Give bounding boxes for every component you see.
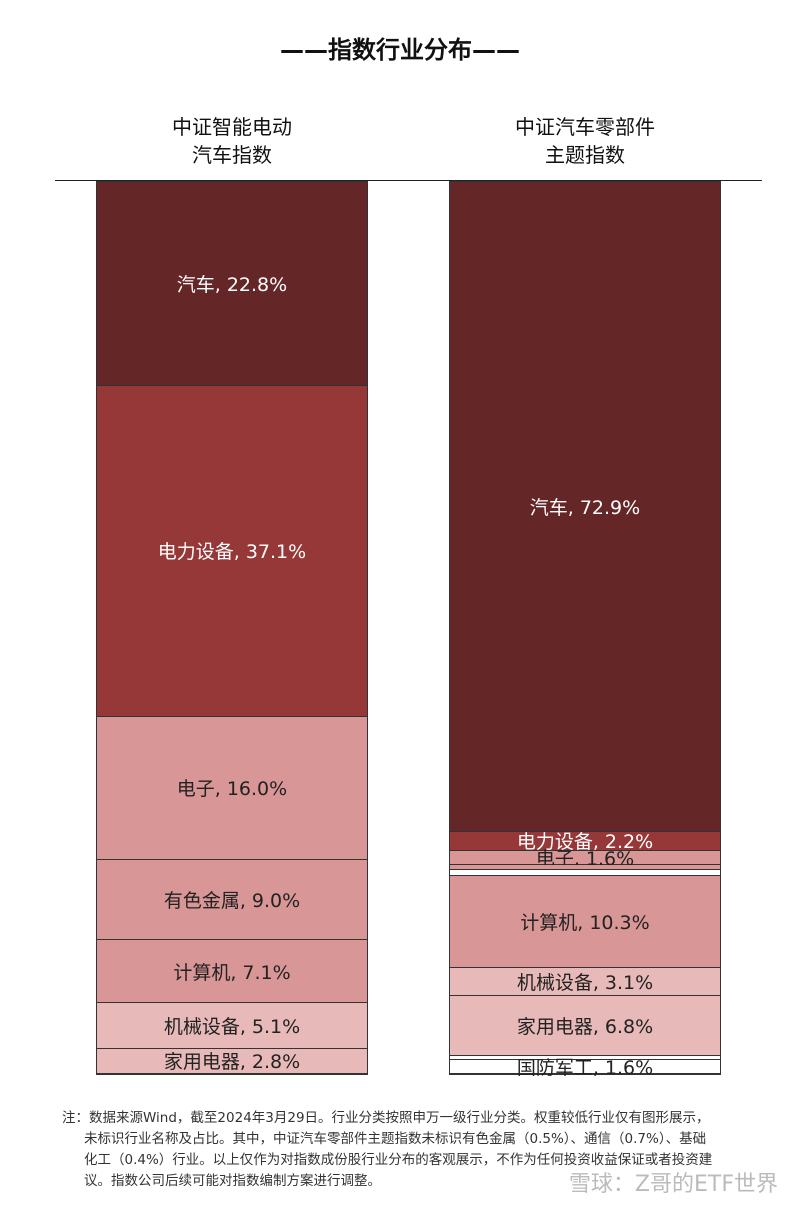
bar-title-line: 主题指数 bbox=[545, 143, 625, 167]
footnote-line: 化工（0.4%）行业。以上仅作为对指数成份股行业分布的客观展示，不作为任何投资收… bbox=[84, 1152, 713, 1168]
bar-segment-电力设备: 电力设备, 2.2% bbox=[450, 831, 720, 853]
bar-segment-电子: 电子, 1.6% bbox=[450, 848, 720, 870]
segment-label: 电子, 16.0% bbox=[176, 778, 288, 801]
bar-title-auto-parts-index: 中证汽车零部件 主题指数 bbox=[449, 113, 721, 169]
bar-segment-家用电器: 家用电器, 6.8% bbox=[450, 995, 720, 1057]
bar-segment-通信 bbox=[450, 869, 720, 877]
bar-title-line: 中证智能电动 bbox=[172, 115, 292, 139]
bar-title-line: 中证汽车零部件 bbox=[515, 115, 655, 139]
segment-label: 计算机, 7.1% bbox=[173, 961, 291, 984]
bar-segment-机械设备: 机械设备, 5.1% bbox=[97, 1003, 367, 1049]
bar-title-line: 汽车指数 bbox=[192, 143, 272, 167]
segment-label: 有色金属, 9.0% bbox=[163, 889, 301, 912]
segment-label: 计算机, 10.3% bbox=[520, 912, 650, 935]
bar-title-ev-index: 中证智能电动 汽车指数 bbox=[96, 113, 368, 169]
bar-segment-电力设备: 电力设备, 37.1% bbox=[97, 385, 367, 717]
bar-segment-电子: 电子, 16.0% bbox=[97, 716, 367, 860]
segment-label: 家用电器, 2.8% bbox=[163, 1051, 301, 1074]
bar-segment-有色金属: 有色金属, 9.0% bbox=[97, 859, 367, 941]
baseline-rule bbox=[55, 180, 762, 181]
segment-label: 机械设备, 3.1% bbox=[516, 971, 654, 994]
segment-label: 家用电器, 6.8% bbox=[516, 1015, 654, 1038]
bar-segment-国防军工: 国防军工, 1.6% bbox=[450, 1057, 720, 1079]
segment-label: 电力设备, 37.1% bbox=[157, 541, 307, 564]
segment-label: 国防军工, 1.6% bbox=[516, 1056, 654, 1079]
bar-segment-有色金属 bbox=[450, 865, 720, 870]
segment-label: 电力设备, 2.2% bbox=[516, 831, 654, 854]
footnote-line: 注：数据来源Wind，截至2024年3月29日。行业分类按照申万一级行业分类。权… bbox=[62, 1110, 710, 1126]
segment-label: 汽车, 72.9% bbox=[529, 496, 641, 519]
watermark: 雪球：Z哥的ETF世界 bbox=[568, 1172, 778, 1197]
footnote-line: 议。指数公司后续可能对指数编制方案进行调整。 bbox=[84, 1173, 381, 1189]
stacked-bar-ev-index: 汽车, 22.8% 电力设备, 37.1% 电子, 16.0% 有色金属, 9.0% 计… bbox=[96, 181, 368, 1075]
page-title: ——指数行业分布—— bbox=[280, 36, 520, 64]
segment-label: 机械设备, 5.1% bbox=[163, 1016, 301, 1039]
stacked-bar-auto-parts-index: 汽车, 72.9% 电力设备, 2.2% 电子, 1.6% 计算机, 10.3% 机械设… bbox=[449, 181, 721, 1079]
bar-segment-汽车: 汽车, 72.9% bbox=[450, 182, 720, 832]
bar-segment-汽车: 汽车, 22.8% bbox=[97, 182, 367, 386]
segment-label: 电子, 1.6% bbox=[535, 848, 635, 871]
bar-segment-家用电器: 家用电器, 2.8% bbox=[97, 1048, 367, 1074]
segment-label: 汽车, 22.8% bbox=[176, 273, 288, 296]
bar-segment-计算机: 计算机, 7.1% bbox=[97, 940, 367, 1004]
bar-segment-基础化工 bbox=[450, 1056, 720, 1060]
bar-segment-机械设备: 机械设备, 3.1% bbox=[450, 967, 720, 996]
footnote: 注：数据来源Wind，截至2024年3月29日。行业分类按照申万一级行业分类。权… bbox=[62, 1108, 762, 1192]
bar-segment-计算机: 计算机, 10.3% bbox=[450, 876, 720, 968]
footnote-line: 未标识行业名称及占比。其中，中证汽车零部件主题指数未标识有色金属（0.5%）、通… bbox=[84, 1131, 707, 1147]
